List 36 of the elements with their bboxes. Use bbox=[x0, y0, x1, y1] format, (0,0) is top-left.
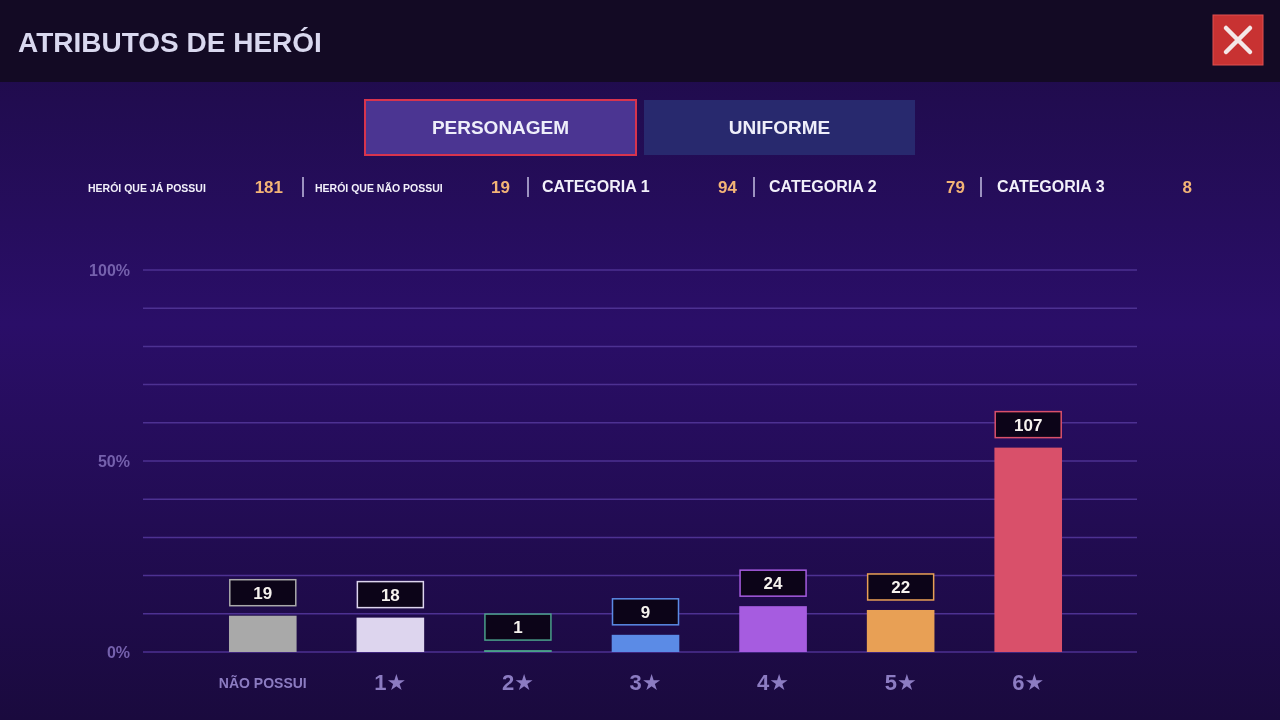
bar bbox=[356, 617, 425, 652]
data-label: 19 bbox=[253, 583, 273, 603]
x-tick-label: 4★ bbox=[757, 670, 790, 695]
text: CATEGORIA 3 bbox=[997, 178, 1105, 195]
text: UNIFORME bbox=[728, 117, 831, 138]
data-label: 1 bbox=[513, 618, 523, 638]
text: HERÓI QUE NÃO POSSUI bbox=[315, 182, 443, 194]
data-label: 24 bbox=[763, 574, 784, 594]
text: PERSONAGEM bbox=[431, 117, 570, 138]
x-tick-label: 2★ bbox=[501, 670, 534, 695]
y-tick-label: 100% bbox=[89, 261, 130, 279]
bar bbox=[739, 606, 807, 652]
text: 94 bbox=[718, 178, 738, 197]
text: 181 bbox=[254, 178, 283, 197]
text: 8 bbox=[1182, 178, 1192, 197]
data-label: 107 bbox=[1014, 415, 1043, 435]
data-label: 9 bbox=[640, 602, 651, 622]
y-tick-label: 50% bbox=[97, 452, 130, 470]
bar bbox=[228, 615, 297, 652]
bar bbox=[611, 634, 680, 652]
text: 19 bbox=[491, 178, 510, 197]
x-tick-label: 6★ bbox=[1012, 670, 1045, 695]
chart-title: ATRIBUTOS DE HERÓI bbox=[18, 27, 322, 58]
text: CATEGORIA 2 bbox=[769, 178, 877, 195]
bar bbox=[994, 447, 1063, 652]
x-tick-label: NÃO POSSUI bbox=[218, 674, 307, 691]
data-label: 22 bbox=[891, 578, 911, 598]
text: 79 bbox=[946, 178, 965, 197]
x-tick-label: 3★ bbox=[629, 670, 662, 695]
text: CATEGORIA 1 bbox=[542, 178, 650, 195]
y-tick-label: 0% bbox=[106, 643, 130, 661]
text: HERÓI QUE JÁ POSSUI bbox=[88, 182, 206, 194]
x-tick-label: 5★ bbox=[884, 670, 917, 695]
bar bbox=[866, 609, 935, 652]
data-label: 18 bbox=[380, 585, 400, 605]
x-tick-label: 1★ bbox=[374, 670, 407, 695]
